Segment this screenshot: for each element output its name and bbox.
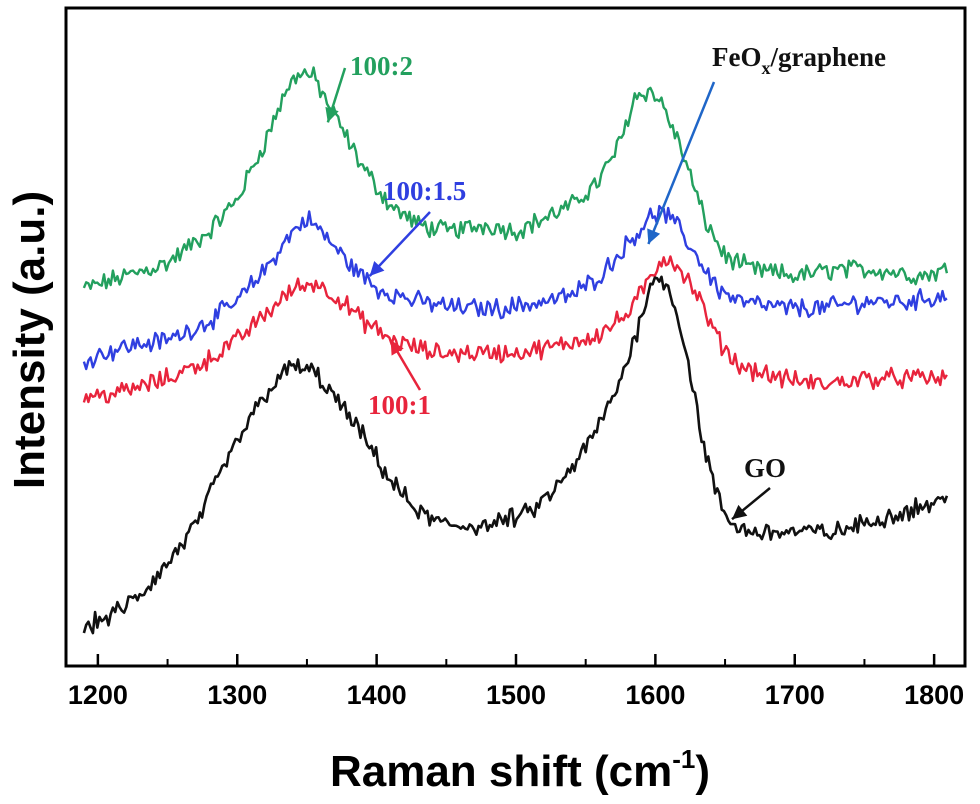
annotation-arrowhead <box>732 504 748 520</box>
annotation-label: GO <box>744 453 786 483</box>
x-axis-tick-labels: 1200 1300 1400 1500 1600 1700 1800 <box>68 680 964 710</box>
x-tick-label: 1400 <box>347 680 407 710</box>
annotation-arrowhead <box>390 340 404 356</box>
x-axis-ticks <box>96 654 936 666</box>
annotation-4: GO <box>731 453 786 521</box>
x-tick-label: 1700 <box>765 680 825 710</box>
x-tick-label: 1300 <box>207 680 267 710</box>
series-line-100-2 <box>82 66 949 290</box>
x-axis-title: Raman shift (cm-1) <box>330 744 710 796</box>
series-line-100-1-5 <box>82 204 948 371</box>
annotations-layer: 100:2 100:1.5 100:1 FeOx/graphene GO <box>325 42 886 521</box>
annotation-label: 100:2 <box>350 51 413 81</box>
annotation-3: FeOx/graphene <box>647 42 886 245</box>
x-tick-label: 1200 <box>68 680 128 710</box>
series-layer <box>82 66 949 635</box>
annotation-label: 100:1 <box>368 390 431 420</box>
annotation-0: 100:2 <box>325 51 413 123</box>
annotation-label: FeOx/graphene <box>712 42 886 78</box>
annotation-arrowhead <box>647 228 661 244</box>
annotation-arrowhead <box>325 106 339 123</box>
annotation-arrow <box>368 211 431 277</box>
y-axis-title: Intensity (a.u.) <box>5 191 54 489</box>
x-tick-label: 1600 <box>625 680 685 710</box>
x-tick-label: 1800 <box>904 680 964 710</box>
plot-frame <box>64 6 967 668</box>
annotation-1: 100:1.5 <box>368 176 466 277</box>
annotation-2: 100:1 <box>368 339 431 420</box>
series-line-100-1 <box>82 255 948 404</box>
series-line-go <box>82 275 949 635</box>
annotation-arrowhead <box>369 261 385 276</box>
x-tick-label: 1500 <box>486 680 546 710</box>
annotation-arrow <box>647 81 716 245</box>
annotation-label: 100:1.5 <box>383 176 466 206</box>
